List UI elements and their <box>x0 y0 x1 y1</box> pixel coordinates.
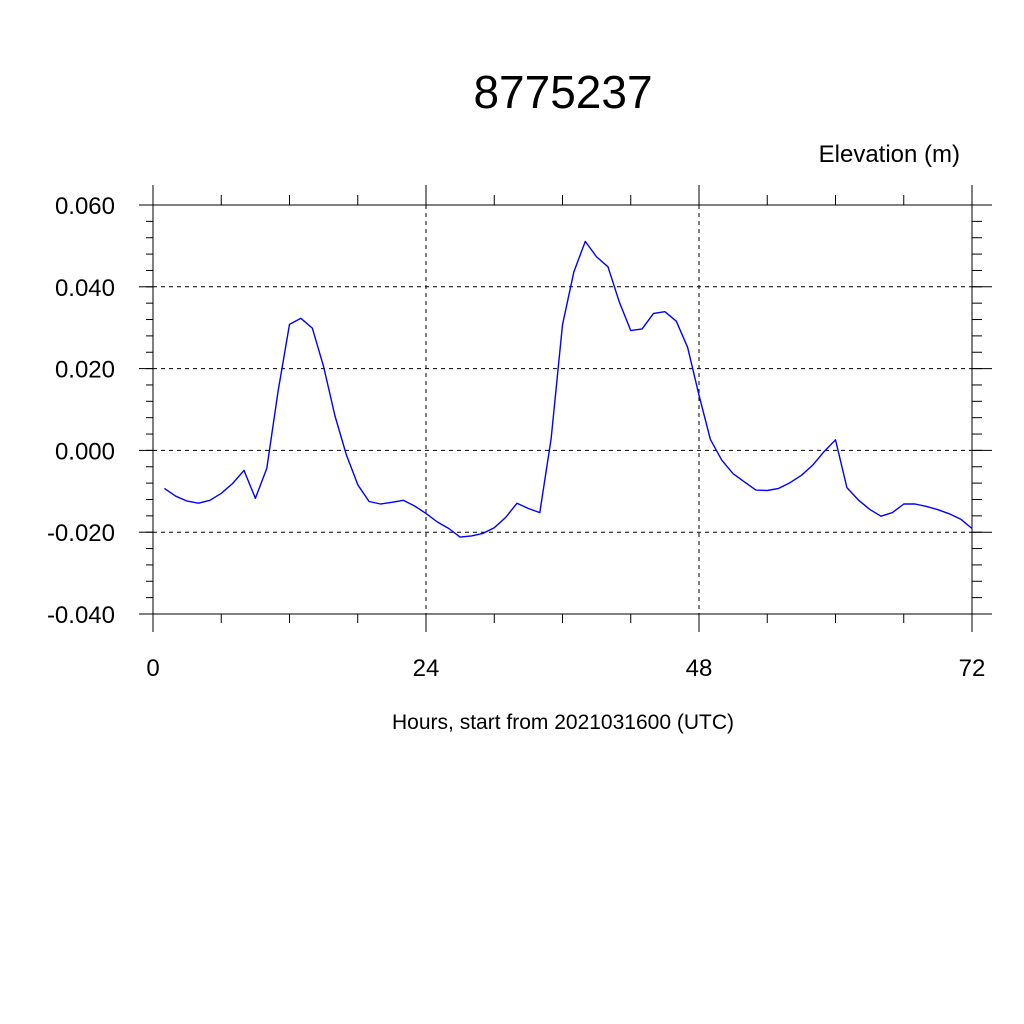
x-tick-label: 0 <box>146 655 159 682</box>
x-tick-label: 48 <box>686 655 713 682</box>
chart-title: 8775237 <box>473 66 652 118</box>
elevation-series-line <box>164 240 973 538</box>
x-tick-label: 24 <box>413 655 440 682</box>
y-axis-tick-labels: -0.040 -0.020 0.000 0.020 0.040 0.060 <box>47 193 115 629</box>
x-axis-label: Hours, start from 2021031600 (UTC) <box>392 711 734 734</box>
plot-frame <box>152 204 973 615</box>
y-tick-label: 0.040 <box>55 275 115 302</box>
x-tick-label: 72 <box>959 655 986 682</box>
y-tick-label: 0.060 <box>55 193 115 220</box>
y-tick-label: 0.000 <box>55 438 115 465</box>
series-layer <box>164 240 973 538</box>
units-label: Elevation (m) <box>819 141 960 168</box>
x-axis-tick-labels: 0 24 48 72 <box>146 655 985 682</box>
y-tick-label: -0.040 <box>47 602 115 629</box>
minor-ticks <box>146 195 982 623</box>
y-tick-label: -0.020 <box>47 520 115 547</box>
major-ticks <box>139 185 992 632</box>
y-tick-label: 0.020 <box>55 357 115 384</box>
